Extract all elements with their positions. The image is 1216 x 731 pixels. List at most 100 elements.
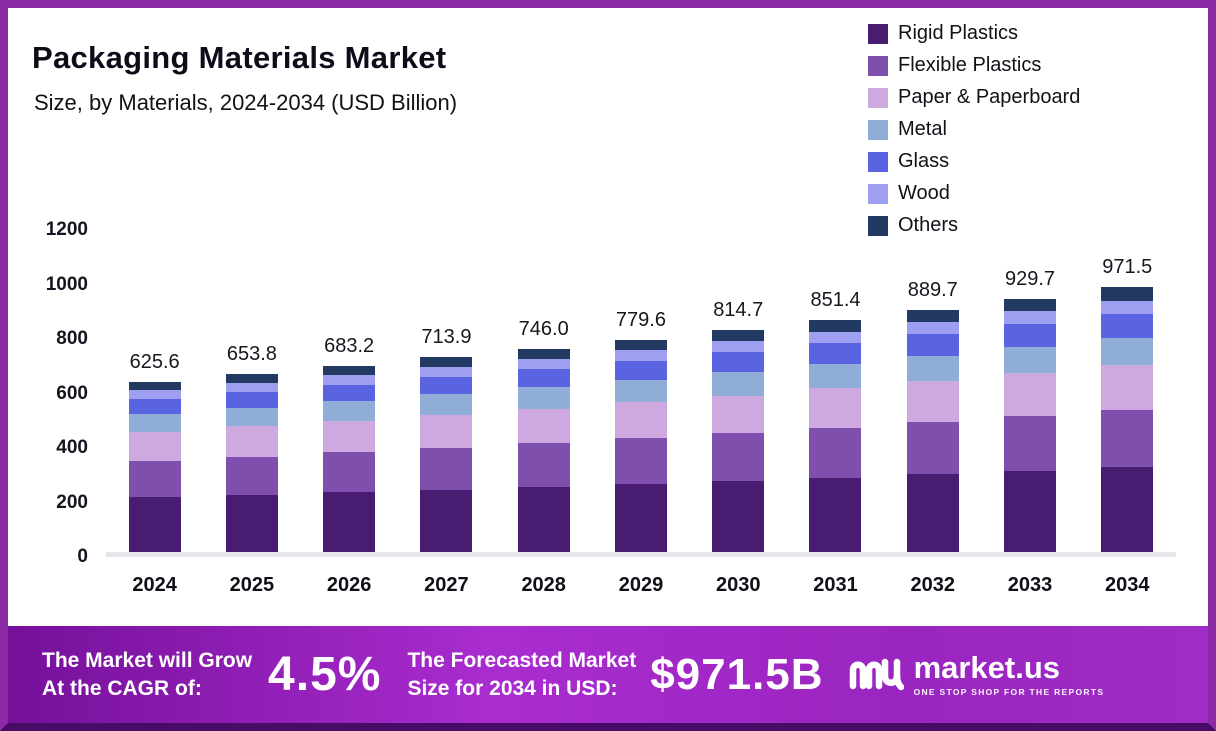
bar-2031: 851.4 bbox=[809, 230, 862, 552]
bar-total-label: 971.5 bbox=[1102, 256, 1153, 279]
y-tick-label: 400 bbox=[56, 437, 88, 458]
bar-2028: 746.0 bbox=[517, 230, 570, 552]
bar-2027: 713.9 bbox=[420, 230, 473, 552]
x-axis-label-2025: 2025 bbox=[229, 574, 275, 596]
bar-segment-paper-and-paperboard bbox=[420, 414, 473, 448]
forecast-label-line1: The Forecasted Market bbox=[407, 649, 637, 673]
bar-segment-flexible-plastics bbox=[906, 422, 959, 475]
bar-segment-glass bbox=[1004, 324, 1057, 347]
bar-2033: 929.7 bbox=[1004, 230, 1057, 552]
x-labels: 2024 2025 2026 2027 2028 2029 2030 2031 2032 2033… bbox=[106, 574, 1176, 597]
bar-segment-others bbox=[1101, 287, 1154, 301]
legend-item-metal: Metal bbox=[868, 118, 1080, 141]
forecast-label: The Forecasted Market Size for 2034 in U… bbox=[407, 647, 636, 702]
x-axis-label-2024: 2024 bbox=[132, 574, 177, 596]
cagr-label: The Market will Grow At the CAGR of: bbox=[42, 647, 252, 702]
bar-total-label: 683.2 bbox=[324, 334, 375, 357]
bar-segment-paper-and-paperboard bbox=[1101, 365, 1154, 411]
bar-segment-flexible-plastics bbox=[809, 427, 862, 478]
cagr-label-line2: At the CAGR of: bbox=[42, 676, 202, 700]
marketus-logo-icon bbox=[848, 650, 904, 699]
bar-segment-metal bbox=[906, 355, 959, 382]
bar-segment-metal bbox=[1101, 337, 1154, 366]
brand-block: market.us ONE STOP SHOP FOR THE REPORTS bbox=[848, 650, 1105, 699]
bar-segment-wood bbox=[809, 331, 862, 344]
x-axis-label-2027: 2027 bbox=[424, 574, 469, 596]
y-tick-label: 200 bbox=[56, 491, 88, 513]
bar-segment-paper-and-paperboard bbox=[712, 395, 765, 434]
bar-segment-flexible-plastics bbox=[420, 447, 473, 490]
bar-segment-metal bbox=[614, 379, 667, 403]
bar-segment-paper-and-paperboard bbox=[906, 381, 959, 423]
legend-swatch-icon bbox=[868, 119, 888, 140]
plot-area: 625.6 653.8 683.2 713.9 746.0 779.6 814.7 851.4… bbox=[106, 230, 1176, 557]
x-axis-label-2029: 2029 bbox=[618, 574, 664, 596]
bar-segment-metal bbox=[225, 407, 278, 427]
bar-segment-others bbox=[225, 373, 278, 383]
bar-segment-glass bbox=[712, 352, 765, 373]
legend-swatch-icon bbox=[868, 215, 888, 236]
bar-2030: 814.7 bbox=[712, 230, 765, 552]
bar-2026: 683.2 bbox=[323, 230, 376, 552]
bar-segment-flexible-plastics bbox=[614, 438, 667, 485]
bar-segment-glass bbox=[614, 360, 667, 380]
footer-banner: The Market will Grow At the CAGR of: 4.5… bbox=[8, 626, 1208, 723]
bar-2024: 625.6 bbox=[128, 230, 181, 552]
bar-segment-glass bbox=[906, 333, 959, 356]
bar-segment-metal bbox=[1004, 346, 1057, 374]
bar-segment-metal bbox=[128, 413, 181, 432]
bar-segment-rigid-plastics bbox=[420, 489, 473, 552]
legend-swatch-icon bbox=[868, 151, 888, 172]
bar-segment-metal bbox=[712, 372, 765, 396]
bar-segment-others bbox=[517, 348, 570, 359]
bar-segment-wood bbox=[323, 375, 376, 385]
legend-item-flexible-plastics: Flexible Plastics bbox=[868, 54, 1080, 77]
bar-segment-rigid-plastics bbox=[809, 477, 862, 552]
bar-segment-flexible-plastics bbox=[712, 433, 765, 481]
forecast-value: $971.5B bbox=[650, 649, 824, 699]
legend-item-wood: Wood bbox=[868, 182, 1080, 205]
x-axis-label-2034: 2034 bbox=[1105, 574, 1150, 596]
bar-segment-rigid-plastics bbox=[906, 474, 959, 552]
y-tick-label: 1000 bbox=[45, 273, 88, 295]
bar-segment-rigid-plastics bbox=[225, 495, 278, 552]
y-tick-label: 1200 bbox=[45, 219, 88, 240]
y-axis: 0 200 400 600 800 1000 1200 bbox=[22, 219, 88, 567]
bar-total-label: 713.9 bbox=[421, 326, 472, 349]
bar-segment-flexible-plastics bbox=[323, 452, 376, 493]
bar-segment-flexible-plastics bbox=[1004, 416, 1057, 471]
bar-total-label: 814.7 bbox=[713, 299, 764, 322]
bar-segment-wood bbox=[1101, 300, 1154, 314]
bar-segment-rigid-plastics bbox=[1101, 467, 1154, 552]
bar-segment-wood bbox=[906, 321, 959, 334]
bar-segment-wood bbox=[128, 390, 181, 399]
bar-2032: 889.7 bbox=[906, 230, 959, 552]
bar-segment-glass bbox=[225, 391, 278, 408]
bar-segment-paper-and-paperboard bbox=[809, 388, 862, 428]
bar-segment-others bbox=[1004, 298, 1057, 312]
bar-segment-others bbox=[323, 365, 376, 376]
bar-segment-wood bbox=[1004, 311, 1057, 325]
brand-text: market.us ONE STOP SHOP FOR THE REPORTS bbox=[914, 652, 1105, 697]
bar-segment-paper-and-paperboard bbox=[323, 420, 376, 453]
bar-segment-rigid-plastics bbox=[1004, 470, 1057, 552]
legend-item-rigid-plastics: Rigid Plastics bbox=[868, 22, 1080, 45]
legend-item-glass: Glass bbox=[868, 150, 1080, 173]
bar-segment-others bbox=[712, 330, 765, 342]
bar-total-label: 653.8 bbox=[226, 342, 277, 365]
x-axis-label-2028: 2028 bbox=[521, 574, 566, 596]
bar-segment-wood bbox=[225, 382, 278, 392]
bar-segment-others bbox=[128, 381, 181, 391]
bar-2029: 779.6 bbox=[614, 230, 667, 552]
bar-total-label: 625.6 bbox=[129, 350, 180, 373]
x-axis-label-2026: 2026 bbox=[326, 574, 372, 596]
legend-label: Rigid Plastics bbox=[898, 22, 1019, 44]
bar-total-label: 889.7 bbox=[907, 278, 958, 301]
y-tick-label: 800 bbox=[56, 328, 88, 349]
legend-item-others: Others bbox=[868, 214, 1080, 237]
bar-2034: 971.5 bbox=[1101, 230, 1154, 552]
bars: 625.6 653.8 683.2 713.9 746.0 779.6 814.7 851.4… bbox=[106, 230, 1176, 552]
legend-swatch-icon bbox=[868, 55, 888, 76]
page-title: Packaging Materials Market bbox=[32, 40, 447, 75]
bar-segment-paper-and-paperboard bbox=[1004, 373, 1057, 417]
